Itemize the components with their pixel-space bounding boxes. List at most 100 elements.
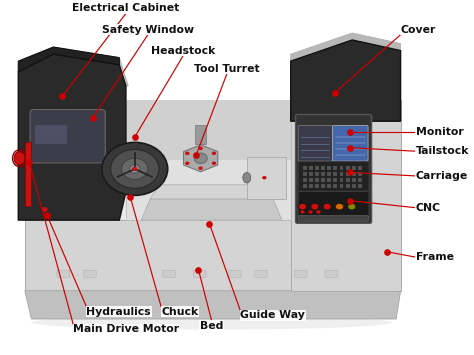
Polygon shape	[126, 100, 291, 220]
FancyBboxPatch shape	[30, 110, 105, 163]
FancyBboxPatch shape	[35, 125, 67, 144]
Circle shape	[262, 176, 266, 180]
Polygon shape	[291, 100, 401, 291]
Bar	[315, 172, 319, 176]
FancyBboxPatch shape	[332, 125, 368, 161]
FancyBboxPatch shape	[294, 270, 307, 277]
Bar	[321, 178, 325, 182]
Polygon shape	[291, 40, 401, 121]
Circle shape	[121, 158, 148, 180]
Bar	[339, 172, 344, 176]
Bar	[309, 166, 313, 170]
Bar	[315, 178, 319, 182]
Circle shape	[301, 210, 305, 214]
Text: Headstock: Headstock	[151, 46, 215, 56]
Bar	[352, 184, 356, 187]
Bar	[309, 184, 313, 187]
Bar	[358, 184, 362, 187]
Polygon shape	[18, 54, 126, 220]
FancyBboxPatch shape	[228, 270, 241, 277]
Bar	[333, 184, 337, 187]
Circle shape	[212, 162, 216, 165]
Text: Guide Way: Guide Way	[240, 310, 305, 320]
Bar	[302, 172, 307, 176]
Polygon shape	[183, 145, 218, 172]
Polygon shape	[126, 100, 291, 160]
FancyBboxPatch shape	[57, 270, 70, 277]
Bar	[346, 178, 350, 182]
Bar	[302, 178, 307, 182]
Text: Carriage: Carriage	[416, 171, 468, 181]
Circle shape	[299, 203, 307, 210]
Bar	[358, 172, 362, 176]
Circle shape	[323, 203, 331, 210]
Bar	[315, 184, 319, 187]
Text: Cover: Cover	[401, 25, 436, 35]
Bar	[327, 178, 331, 182]
Bar	[358, 166, 362, 170]
Bar	[302, 166, 307, 170]
Circle shape	[348, 203, 356, 210]
FancyBboxPatch shape	[193, 270, 206, 277]
Circle shape	[129, 165, 140, 173]
Circle shape	[185, 162, 190, 165]
Text: Hydraulics: Hydraulics	[86, 307, 151, 317]
Bar	[333, 178, 337, 182]
Bar	[327, 172, 331, 176]
Bar	[309, 172, 313, 176]
Bar	[339, 166, 344, 170]
Text: Tool Turret: Tool Turret	[194, 64, 260, 73]
Bar	[346, 166, 350, 170]
Text: Main Drive Motor: Main Drive Motor	[73, 324, 179, 334]
Bar	[333, 172, 337, 176]
Polygon shape	[150, 185, 273, 199]
Circle shape	[102, 142, 168, 195]
Text: Bed: Bed	[200, 321, 223, 331]
Bar	[315, 166, 319, 170]
FancyBboxPatch shape	[298, 162, 369, 191]
FancyBboxPatch shape	[299, 215, 368, 221]
Text: Frame: Frame	[416, 252, 454, 262]
Circle shape	[308, 210, 313, 214]
Circle shape	[212, 152, 216, 155]
Polygon shape	[25, 100, 401, 220]
Text: CNC: CNC	[416, 203, 441, 213]
Circle shape	[42, 207, 48, 212]
FancyBboxPatch shape	[163, 270, 175, 277]
Text: Chuck: Chuck	[161, 307, 198, 317]
FancyBboxPatch shape	[255, 270, 267, 277]
Bar	[321, 184, 325, 187]
Bar	[333, 166, 337, 170]
Bar	[358, 178, 362, 182]
Bar	[309, 178, 313, 182]
Bar	[352, 166, 356, 170]
FancyBboxPatch shape	[298, 191, 369, 217]
Bar	[195, 125, 206, 144]
Bar	[327, 184, 331, 187]
Text: Tailstock: Tailstock	[416, 146, 469, 156]
Polygon shape	[18, 47, 128, 86]
Bar	[339, 178, 344, 182]
Bar	[339, 184, 344, 187]
Ellipse shape	[243, 173, 251, 183]
Text: Monitor: Monitor	[416, 127, 464, 137]
FancyBboxPatch shape	[296, 115, 372, 223]
FancyBboxPatch shape	[325, 270, 338, 277]
Bar	[352, 178, 356, 182]
Bar	[25, 142, 31, 206]
Bar	[302, 184, 307, 187]
Circle shape	[185, 152, 190, 155]
Polygon shape	[18, 47, 119, 72]
Polygon shape	[141, 199, 282, 220]
Bar	[321, 166, 325, 170]
Circle shape	[199, 166, 203, 170]
Text: Electrical Cabinet: Electrical Cabinet	[73, 4, 180, 13]
Circle shape	[110, 149, 159, 188]
Polygon shape	[25, 291, 401, 319]
Bar	[327, 166, 331, 170]
FancyBboxPatch shape	[83, 270, 96, 277]
Bar	[321, 172, 325, 176]
Polygon shape	[247, 157, 286, 199]
Bar	[346, 172, 350, 176]
Ellipse shape	[31, 316, 392, 329]
